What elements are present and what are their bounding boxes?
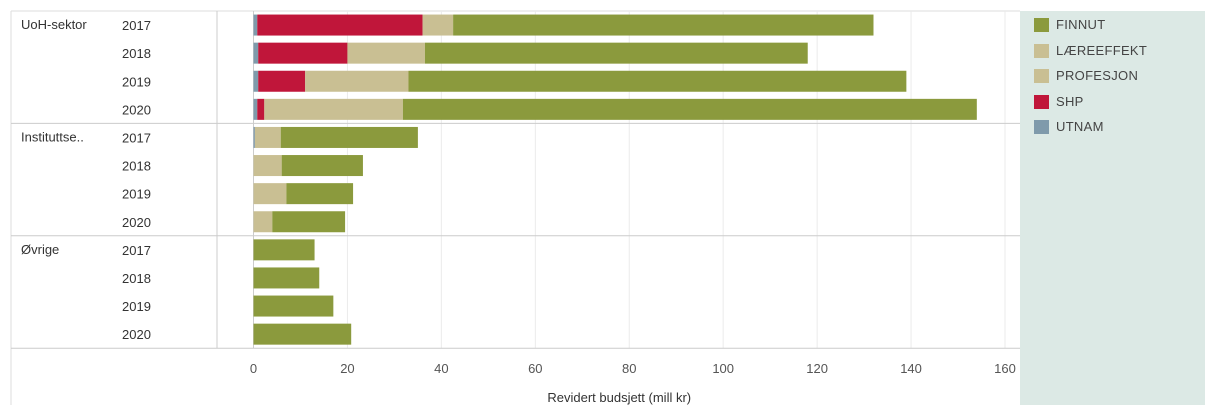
bar-segment-finnut-0-3 [402,98,977,120]
legend-label: UTNAM [1056,119,1104,134]
year-label-0-1: 2018 [122,46,151,61]
bar-segment-shp-0-3 [257,98,265,120]
bar-segment-finnut-1-2 [286,183,354,205]
bar-segment-utnam-0-1 [253,42,259,64]
bar-segment-finnut-1-1 [281,155,363,177]
legend-label: SHP [1056,93,1084,109]
legend-swatch [1034,18,1049,32]
year-label-1-1: 2018 [122,159,151,174]
chart-plot-area: UoH-sektor 2017 2018 2019 2020 Instituttse.. 2… [10,10,1020,405]
legend-label: PROFESJON [1056,68,1139,83]
legend: FINNUT LÆREEFFEKT PROFESJON SHP UTNAM [1020,11,1205,405]
x-tick-label-60: 60 [528,361,542,376]
x-tick-label-40: 40 [434,361,448,376]
group-label-2: Øvrige [21,242,59,257]
x-axis-title: Revidert budsjett (mill kr) [547,390,691,405]
bar-segment-læreeffekt-1-0 [254,126,281,148]
x-tick-label-20: 20 [340,361,354,376]
legend-swatch [1034,120,1049,134]
legend-label: LÆREEFFEKT [1056,42,1148,58]
year-label-0-0: 2017 [122,18,151,33]
bar-segment-profesjon-0-2 [305,70,409,92]
x-tick-label-0: 0 [250,361,257,376]
legend-label: FINNUT [1056,17,1106,32]
bar-segment-shp-0-1 [258,42,348,64]
legend-swatch [1034,43,1049,58]
bar-segment-shp-0-2 [258,70,306,92]
year-label-2-3: 2020 [122,327,151,342]
bar-segment-finnut-0-0 [453,14,874,36]
bar-segment-profesjon-1-2 [253,183,287,205]
x-tick-label-100: 100 [712,361,734,376]
bar-segment-læreeffekt-0-1 [347,42,425,64]
bar-segment-shp-0-0 [257,14,423,36]
group-label-1: Instituttse.. [21,129,84,144]
bar-segment-finnut-2-2 [253,295,334,317]
bar-segment-utnam-1-0 [253,126,255,148]
bar-segment-finnut-0-2 [408,70,907,92]
year-label-0-3: 2020 [122,102,151,117]
x-tick-label-80: 80 [622,361,636,376]
year-label-1-3: 2020 [122,215,151,230]
year-label-2-2: 2019 [122,299,151,314]
year-label-2-1: 2018 [122,271,151,286]
bar-segment-finnut-2-1 [253,267,320,289]
legend-swatch [1034,69,1049,83]
bar-segment-utnam-0-3 [253,98,258,120]
group-label-0: UoH-sektor [21,17,87,32]
x-tick-label-160: 160 [994,361,1016,376]
legend-swatch [1034,94,1049,109]
bar-segment-finnut-2-0 [253,239,315,261]
year-label-1-0: 2017 [122,130,151,145]
bar-segment-læreeffekt-0-0 [422,14,454,36]
bar-segment-utnam-0-2 [253,70,259,92]
bar-segment-finnut-0-1 [424,42,808,64]
bar-segment-finnut-2-3 [253,323,352,345]
bar-segment-finnut-1-3 [272,211,346,233]
x-tick-label-140: 140 [900,361,922,376]
bar-segment-profesjon-1-3 [253,211,273,233]
bar-segment-utnam-0-0 [253,14,258,36]
x-tick-label-120: 120 [806,361,828,376]
bar-segment-profesjon-0-3 [264,98,403,120]
year-label-0-2: 2019 [122,74,151,89]
year-label-2-0: 2017 [122,243,151,258]
year-label-1-2: 2019 [122,187,151,202]
bar-segment-finnut-1-0 [280,126,418,148]
bar-segment-læreeffekt-1-1 [253,155,282,177]
